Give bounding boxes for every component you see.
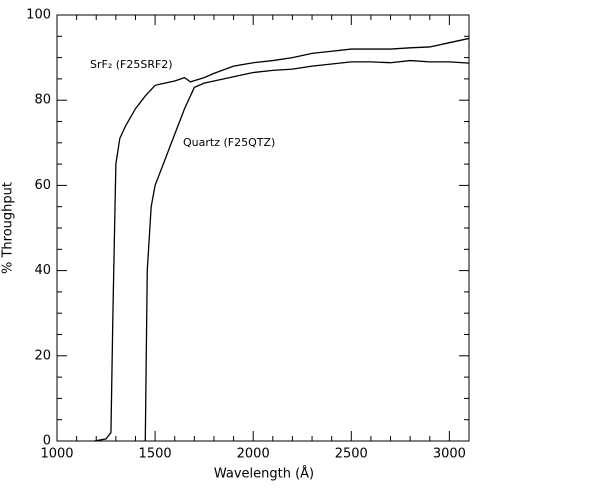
y-tick-label: 20: [34, 348, 51, 363]
y-axis-label: % Throughput: [1, 182, 16, 274]
x-tick-label: 1000: [40, 447, 73, 462]
y-tick-label: 80: [34, 93, 51, 108]
y-tick-label: 40: [34, 263, 51, 278]
x-tick-label: 2500: [335, 447, 368, 462]
line-series: [144, 59, 470, 442]
plot-frame: [56, 14, 470, 442]
x-tick-label: 3000: [433, 447, 466, 462]
series-label: SrF₂ (F25SRF2): [90, 58, 173, 71]
y-tick-label: 100: [26, 8, 51, 23]
line-series: [94, 37, 470, 442]
x-tick-label: 1500: [139, 447, 172, 462]
x-tick-label: 2000: [237, 447, 270, 462]
series-label: Quartz (F25QTZ): [183, 136, 275, 149]
x-axis-label: Wavelength (Å): [214, 466, 314, 482]
y-tick-label: 60: [34, 178, 51, 193]
y-tick-label: 0: [43, 434, 51, 449]
